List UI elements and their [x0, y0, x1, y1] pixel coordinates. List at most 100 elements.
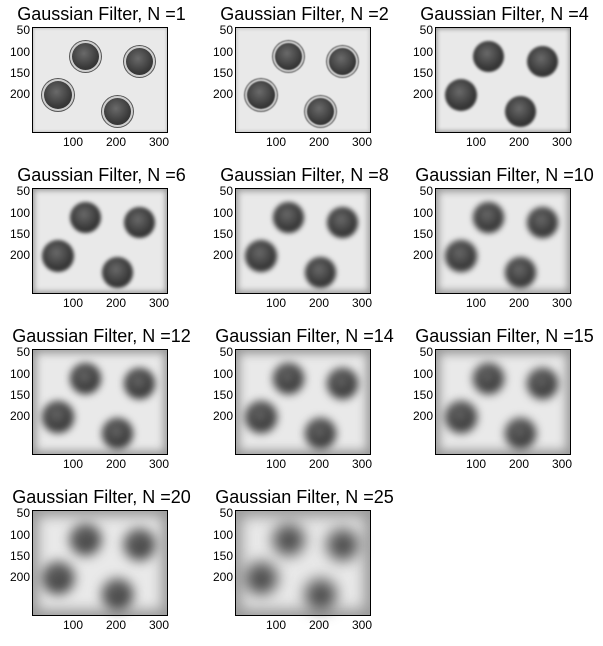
- panel-title: Gaussian Filter, N =8: [220, 165, 389, 185]
- y-tick-label: 150: [212, 227, 233, 241]
- x-tick-label: 100: [265, 135, 287, 149]
- y-tick-label: 50: [219, 184, 233, 198]
- coin-shape: [42, 79, 74, 111]
- panel-n25: Gaussian Filter, N =25 50 100 150 200 100 200 3…: [203, 483, 406, 644]
- panel-title: Gaussian Filter, N =12: [12, 326, 191, 346]
- x-tick-label: 100: [465, 135, 487, 149]
- panel-title: Gaussian Filter, N =4: [420, 4, 589, 24]
- x-tick-label: 300: [351, 618, 373, 632]
- x-tick-label: 100: [62, 135, 84, 149]
- coin-shape: [273, 41, 304, 72]
- panel-n2: Gaussian Filter, N =2 50 100 150 200 100 200 30…: [203, 0, 406, 161]
- y-tick-label: 100: [412, 206, 433, 220]
- x-tick-label: 100: [265, 296, 287, 310]
- coin-shape: [70, 202, 101, 233]
- coin-shape: [42, 562, 74, 594]
- panel-n14: Gaussian Filter, N =14 50 100 150 200 100 200 3…: [203, 322, 406, 483]
- x-tick-label: 100: [265, 457, 287, 471]
- y-tick-label: 150: [9, 227, 30, 241]
- y-tick-label: 200: [412, 248, 433, 262]
- y-tick-label: 100: [412, 45, 433, 59]
- y-tick-label: 150: [212, 66, 233, 80]
- x-tick-label: 200: [105, 618, 127, 632]
- y-tick-label: 200: [212, 248, 233, 262]
- coin-shape: [527, 46, 558, 77]
- y-tick-label: 50: [219, 506, 233, 520]
- x-tick-label: 200: [105, 457, 127, 471]
- y-tick-label: 200: [9, 248, 30, 262]
- x-tick-label: 200: [308, 135, 330, 149]
- x-tick-label: 100: [465, 296, 487, 310]
- x-tick-label: 100: [62, 296, 84, 310]
- y-tick-label: 100: [9, 206, 30, 220]
- coin-shape: [124, 529, 155, 560]
- filtered-coins-image: [235, 510, 371, 616]
- coin-shape: [273, 363, 304, 394]
- y-tick-label: 150: [412, 227, 433, 241]
- filtered-coins-image: [32, 510, 168, 616]
- x-tick-label: 100: [465, 457, 487, 471]
- coin-shape: [445, 401, 477, 433]
- y-tick-label: 100: [9, 45, 30, 59]
- y-tick-label: 50: [419, 184, 433, 198]
- y-tick-label: 150: [212, 549, 233, 563]
- filtered-coins-image: [235, 27, 371, 133]
- coin-shape: [305, 579, 336, 610]
- y-tick-label: 50: [419, 23, 433, 37]
- filtered-coins-image: [235, 349, 371, 455]
- x-tick-label: 100: [62, 618, 84, 632]
- y-tick-label: 100: [212, 206, 233, 220]
- coin-shape: [305, 257, 336, 288]
- coin-shape: [70, 41, 101, 72]
- x-tick-label: 200: [308, 457, 330, 471]
- x-tick-label: 200: [105, 296, 127, 310]
- y-tick-label: 200: [212, 87, 233, 101]
- panel-title: Gaussian Filter, N =2: [220, 4, 389, 24]
- coin-shape: [102, 257, 133, 288]
- coin-shape: [327, 529, 358, 560]
- y-tick-label: 150: [412, 66, 433, 80]
- y-tick-label: 150: [212, 388, 233, 402]
- coin-shape: [102, 96, 133, 127]
- coin-shape: [305, 96, 336, 127]
- y-tick-label: 100: [212, 367, 233, 381]
- coin-shape: [70, 363, 101, 394]
- coin-shape: [70, 524, 101, 555]
- x-tick-label: 200: [308, 296, 330, 310]
- panel-title: Gaussian Filter, N =1: [17, 4, 186, 24]
- panel-n4: Gaussian Filter, N =4 50 100 150 200 100 200 30…: [403, 0, 603, 161]
- x-tick-label: 300: [551, 296, 573, 310]
- filtered-coins-image: [32, 27, 168, 133]
- panel-title: Gaussian Filter, N =20: [12, 487, 191, 507]
- coin-shape: [273, 202, 304, 233]
- panel-n8: Gaussian Filter, N =8 50 100 150 200 100 200 30…: [203, 161, 406, 322]
- coin-shape: [273, 524, 304, 555]
- coin-shape: [102, 418, 133, 449]
- coin-shape: [102, 579, 133, 610]
- panel-n6: Gaussian Filter, N =6 50 100 150 200 100 200 30…: [0, 161, 203, 322]
- panel-title: Gaussian Filter, N =14: [215, 326, 394, 346]
- coin-shape: [42, 240, 74, 272]
- panel-n10: Gaussian Filter, N =10 50 100 150 200 100 200 3…: [403, 161, 603, 322]
- x-tick-label: 200: [508, 457, 530, 471]
- coin-shape: [124, 207, 155, 238]
- y-tick-label: 50: [419, 345, 433, 359]
- y-tick-label: 50: [16, 506, 30, 520]
- x-tick-label: 100: [62, 457, 84, 471]
- coin-shape: [505, 96, 536, 127]
- y-tick-label: 200: [212, 409, 233, 423]
- y-tick-label: 200: [9, 87, 30, 101]
- coin-shape: [42, 401, 74, 433]
- coin-shape: [445, 79, 477, 111]
- coin-shape: [473, 41, 504, 72]
- x-tick-label: 300: [351, 457, 373, 471]
- x-tick-label: 300: [351, 135, 373, 149]
- filtered-coins-image: [435, 27, 571, 133]
- x-tick-label: 200: [508, 135, 530, 149]
- panel-n15: Gaussian Filter, N =15 50 100 150 200 100 200 3…: [403, 322, 603, 483]
- coin-shape: [245, 79, 277, 111]
- coin-shape: [505, 418, 536, 449]
- y-tick-label: 200: [412, 87, 433, 101]
- x-tick-label: 300: [148, 457, 170, 471]
- coin-shape: [505, 257, 536, 288]
